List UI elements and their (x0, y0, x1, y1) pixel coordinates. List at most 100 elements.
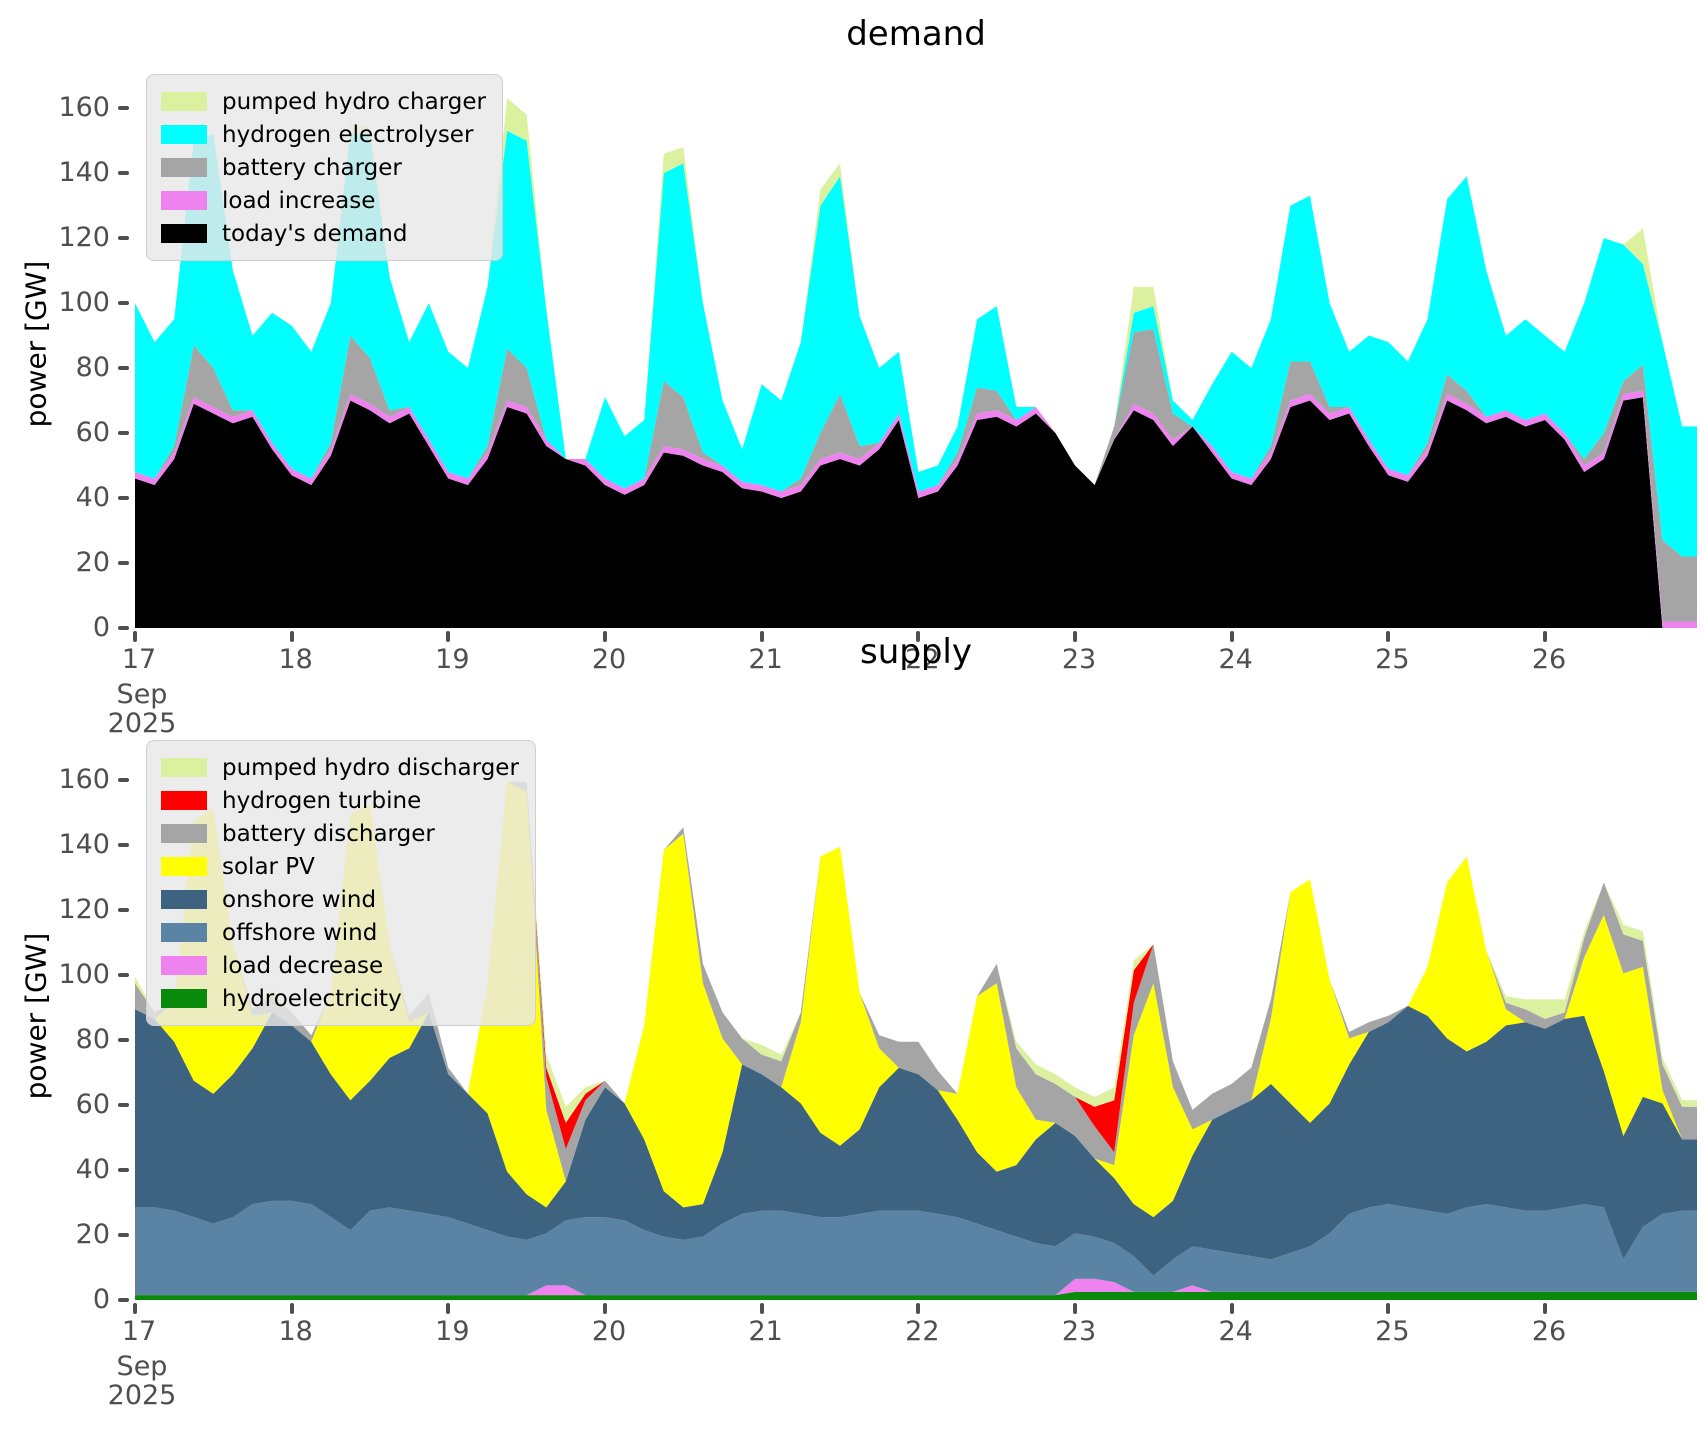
x-tick-mark (759, 631, 764, 642)
y-tick-label: 120 (58, 894, 110, 926)
legend-swatch (161, 125, 207, 144)
supply-title: supply (860, 632, 972, 672)
x-tick-mark (603, 631, 607, 642)
legend-item: solar PV (161, 850, 519, 883)
legend-label: hydrogen turbine (222, 787, 422, 814)
y-tick-mark (118, 1298, 129, 1302)
y-tick-label: 40 (75, 1154, 110, 1186)
y-tick-mark (118, 171, 129, 176)
todays-demand-area (135, 397, 1697, 628)
x-tick-label: 25 (1375, 1316, 1410, 1347)
supply-ylabel: power [GW] (19, 932, 53, 1100)
legend-swatch (161, 92, 207, 111)
legend-item: offshore wind (161, 916, 519, 949)
legend-swatch (161, 956, 207, 975)
x-tick-label: 17 (121, 644, 157, 675)
x-tick-label: 17 (121, 1316, 157, 1347)
x-tick-mark (1386, 1303, 1391, 1314)
x-tick-label: 25 (1375, 644, 1410, 675)
legend-item: load decrease (161, 949, 519, 982)
demand-legend: pumped hydro charger hydrogen electrolyse… (146, 74, 503, 261)
legend-label: onshore wind (222, 886, 377, 913)
y-tick-mark (118, 561, 129, 565)
y-tick-label: 120 (58, 222, 110, 254)
x-tick-mark (759, 1303, 764, 1314)
hydroelectricity-area (135, 1291, 1697, 1300)
x-tick-label: 19 (435, 644, 470, 675)
legend-swatch (161, 890, 207, 909)
y-tick-label: 140 (58, 157, 110, 189)
x-tick-mark (1229, 631, 1234, 642)
x-tick-label: 18 (278, 1316, 313, 1347)
x-tick-label: 19 (435, 1316, 470, 1347)
y-tick-mark (118, 366, 129, 371)
legend-label: offshore wind (222, 919, 378, 946)
x-tick-label: 24 (1218, 1316, 1253, 1347)
legend-swatch (161, 191, 207, 210)
y-tick-label: 0 (92, 612, 110, 643)
legend-label: pumped hydro charger (222, 88, 486, 115)
legend-item: pumped hydro discharger (161, 751, 519, 784)
y-tick-label: 20 (75, 547, 110, 578)
x-tick-label: 23 (1061, 1316, 1097, 1347)
y-tick-label: 60 (75, 1089, 110, 1121)
x-tick-label: 26 (1531, 644, 1567, 675)
x-tick-mark (603, 1303, 607, 1314)
y-tick-mark (118, 1233, 129, 1237)
legend-label: battery discharger (222, 820, 435, 847)
x-axis-date-label: 2025 (107, 1380, 177, 1411)
legend-label: hydroelectricity (222, 985, 402, 1012)
legend-item: battery discharger (161, 817, 519, 850)
y-tick-label: 0 (92, 1284, 110, 1315)
y-tick-label: 160 (58, 92, 110, 124)
x-tick-mark (1386, 631, 1391, 642)
legend-label: today's demand (222, 220, 408, 247)
legend-label: hydrogen electrolyser (222, 121, 474, 148)
legend-swatch (161, 923, 207, 942)
y-tick-mark (118, 843, 129, 848)
legend-item: hydrogen electrolyser (161, 118, 486, 151)
legend-item: hydroelectricity (161, 982, 519, 1015)
x-axis-date-label: Sep (116, 1351, 168, 1382)
legend-item: load increase (161, 184, 486, 217)
legend-item: hydrogen turbine (161, 784, 519, 817)
x-tick-label: 26 (1531, 1316, 1567, 1347)
legend-label: battery charger (222, 154, 402, 181)
y-tick-label: 60 (75, 417, 110, 449)
legend-swatch (161, 158, 207, 177)
y-tick-label: 100 (58, 287, 110, 319)
x-tick-label: 20 (591, 644, 627, 675)
y-tick-label: 160 (58, 764, 110, 796)
y-tick-label: 40 (75, 482, 110, 514)
legend-swatch (161, 989, 207, 1008)
x-tick-label: 20 (591, 1316, 627, 1347)
x-tick-label: 18 (278, 644, 313, 675)
y-tick-mark (118, 973, 129, 978)
legend-swatch (161, 224, 207, 243)
y-tick-mark (118, 778, 129, 783)
x-tick-label: 23 (1061, 644, 1097, 675)
y-tick-mark (118, 496, 129, 501)
legend-label: load increase (222, 187, 376, 214)
x-tick-mark (916, 631, 921, 642)
x-tick-mark (1073, 631, 1078, 642)
y-tick-mark (118, 1168, 129, 1173)
y-tick-label: 80 (75, 352, 110, 384)
x-tick-mark (916, 1303, 921, 1314)
battery-charger-area (135, 329, 1697, 622)
x-tick-mark (1543, 631, 1548, 642)
y-tick-mark (118, 431, 129, 436)
legend-swatch (161, 791, 207, 810)
offshore-wind-area (135, 1200, 1697, 1296)
legend-label: load decrease (222, 952, 384, 979)
y-tick-mark (118, 236, 129, 241)
y-tick-mark (118, 301, 129, 306)
x-tick-label: 21 (748, 644, 783, 675)
y-tick-label: 80 (75, 1024, 110, 1056)
x-tick-label: 24 (1218, 644, 1253, 675)
x-tick-mark (1229, 1303, 1234, 1314)
y-tick-mark (118, 1103, 129, 1108)
x-axis-date-label: Sep (116, 679, 168, 710)
x-tick-label: 22 (905, 1316, 940, 1347)
